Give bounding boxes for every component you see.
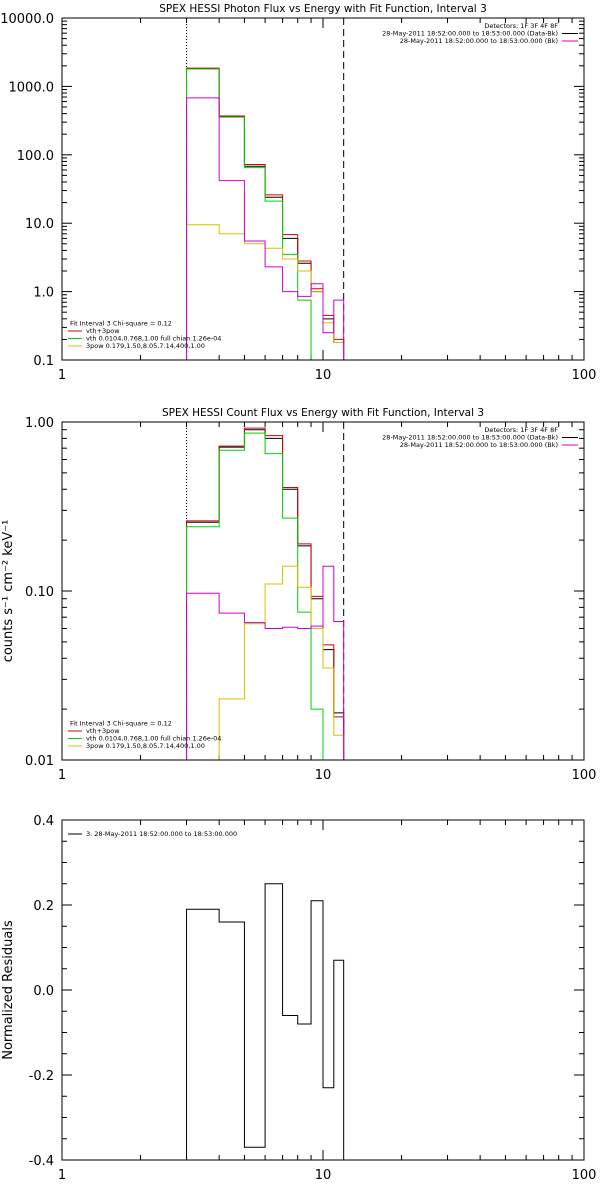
y-tick-label: 0.4 — [33, 814, 54, 829]
y-tick-label: 0.1 — [33, 354, 54, 369]
y-axis-label: counts s⁻¹ cm⁻² keV⁻¹ — [1, 520, 16, 663]
x-axis: 1 10 100 — [58, 18, 597, 383]
series-vth-3pow — [186, 427, 345, 760]
y-tick-label: 100.0 — [17, 149, 54, 164]
y-tick-label: 1.00 — [25, 416, 54, 431]
y-tick-label: -0.2 — [29, 1069, 54, 1084]
legend-entry: Fit Interval 3 Chi-square = 0.12 — [70, 720, 172, 728]
y-tick-label: 1.0 — [33, 286, 54, 301]
x-axis: 1 10 100 — [58, 422, 597, 783]
series-line-4 — [186, 565, 345, 760]
series-line-0 — [186, 883, 345, 1160]
legend-entry: 3pow 0.179,1.50,8.05,7.14,400,1.00 — [86, 342, 205, 350]
legend-entry: vth 0.0104,0.768,1.00 full chian 1.26e-0… — [86, 735, 221, 743]
y-tick-label: 10.0 — [25, 217, 54, 232]
series-group — [186, 883, 345, 1160]
plot-frame — [61, 819, 585, 1161]
y-tick-label: -0.4 — [29, 1154, 54, 1169]
chart-panel-2: SPEX HESSI Count Flux vs Energy with Fit… — [1, 407, 597, 783]
y-tick-label: 1000.0 — [9, 80, 55, 95]
series-line-0 — [186, 429, 345, 760]
series-group — [186, 67, 345, 360]
legend-top-left: 3. 28-May-2011 18:52:00.000 to 18:53:00.… — [68, 830, 237, 838]
x-tick-label: 10 — [315, 768, 332, 783]
legend-entry: 28-May-2011 18:52:00.000 to 18:53:00.000… — [400, 441, 558, 449]
legend-entry: 28-May-2011 18:52:00.000 to 18:53:00.000… — [382, 30, 558, 38]
x-tick-label: 10 — [315, 1168, 332, 1183]
x-tick-label: 100 — [572, 768, 597, 783]
series-3pow — [218, 565, 345, 760]
legend-entry: 28-May-2011 18:52:00.000 to 18:53:00.000… — [400, 37, 558, 45]
series-3pow — [186, 224, 345, 360]
x-tick-label: 1 — [58, 368, 66, 383]
x-axis: 1 10 100 — [58, 820, 597, 1183]
legend-entry: Fit Interval 3 Chi-square = 0.12 — [70, 320, 172, 328]
y-axis: 0.1 1.0 10.0 100.0 1000.0 10000.0 — [0, 12, 584, 369]
legend-entry: 3pow 0.179,1.50,8.05,7.14,400,1.00 — [86, 742, 205, 750]
y-tick-label: 0.0 — [33, 984, 54, 999]
y-tick-label: 10000.0 — [0, 12, 54, 27]
x-tick-label: 1 — [58, 768, 66, 783]
y-axis: 0.01 0.10 1.00 — [25, 416, 584, 769]
series-vth-3pow — [186, 67, 345, 360]
y-tick-label: 0.10 — [25, 585, 54, 600]
series-vth — [186, 432, 324, 760]
plot-frame — [61, 17, 585, 361]
series-vth — [186, 68, 324, 360]
legend-entry: Detectors: 1F 3F 4F 8F — [484, 22, 558, 30]
legend-entry: vth+3pow — [86, 327, 120, 335]
x-tick-label: 100 — [572, 368, 597, 383]
y-tick-label: 0.2 — [33, 899, 54, 914]
legend-entry: vth+3pow — [86, 727, 120, 735]
y-axis: -0.4 -0.2 0.0 0.2 0.4 — [29, 814, 584, 1169]
legend-bottom-left: Fit Interval 3 Chi-square = 0.12vth+3pow… — [68, 320, 221, 350]
chart-panel-1: SPEX HESSI Photon Flux vs Energy with Fi… — [0, 3, 597, 383]
chart-title: SPEX HESSI Count Flux vs Energy with Fit… — [162, 407, 484, 419]
plot-frame — [61, 421, 585, 761]
chart-panel-3: 1 10 100 -0.4 -0.2 0.0 0.2 0.4 Normalized Residu… — [1, 814, 596, 1183]
legend-entry: Detectors: 1F 3F 4F 8F — [484, 426, 558, 434]
y-axis-label: Normalized Residuals — [1, 920, 16, 1060]
series-line-4 — [186, 97, 345, 360]
legend-entry: 3. 28-May-2011 18:52:00.000 to 18:53:00.… — [86, 830, 237, 838]
legend-entry: vth 0.0104,0.768,1.00 full chian 1.26e-0… — [86, 335, 221, 343]
x-tick-label: 1 — [58, 1168, 66, 1183]
x-tick-label: 10 — [315, 368, 332, 383]
y-tick-label: 0.01 — [25, 754, 54, 769]
legend-entry: 28-May-2011 18:52:00.000 to 18:53:00.000… — [382, 434, 558, 442]
x-tick-label: 100 — [572, 1168, 597, 1183]
legend-bottom-left: Fit Interval 3 Chi-square = 0.12vth+3pow… — [68, 720, 221, 750]
series-group — [186, 427, 345, 760]
chart-title: SPEX HESSI Photon Flux vs Energy with Fi… — [159, 3, 487, 15]
